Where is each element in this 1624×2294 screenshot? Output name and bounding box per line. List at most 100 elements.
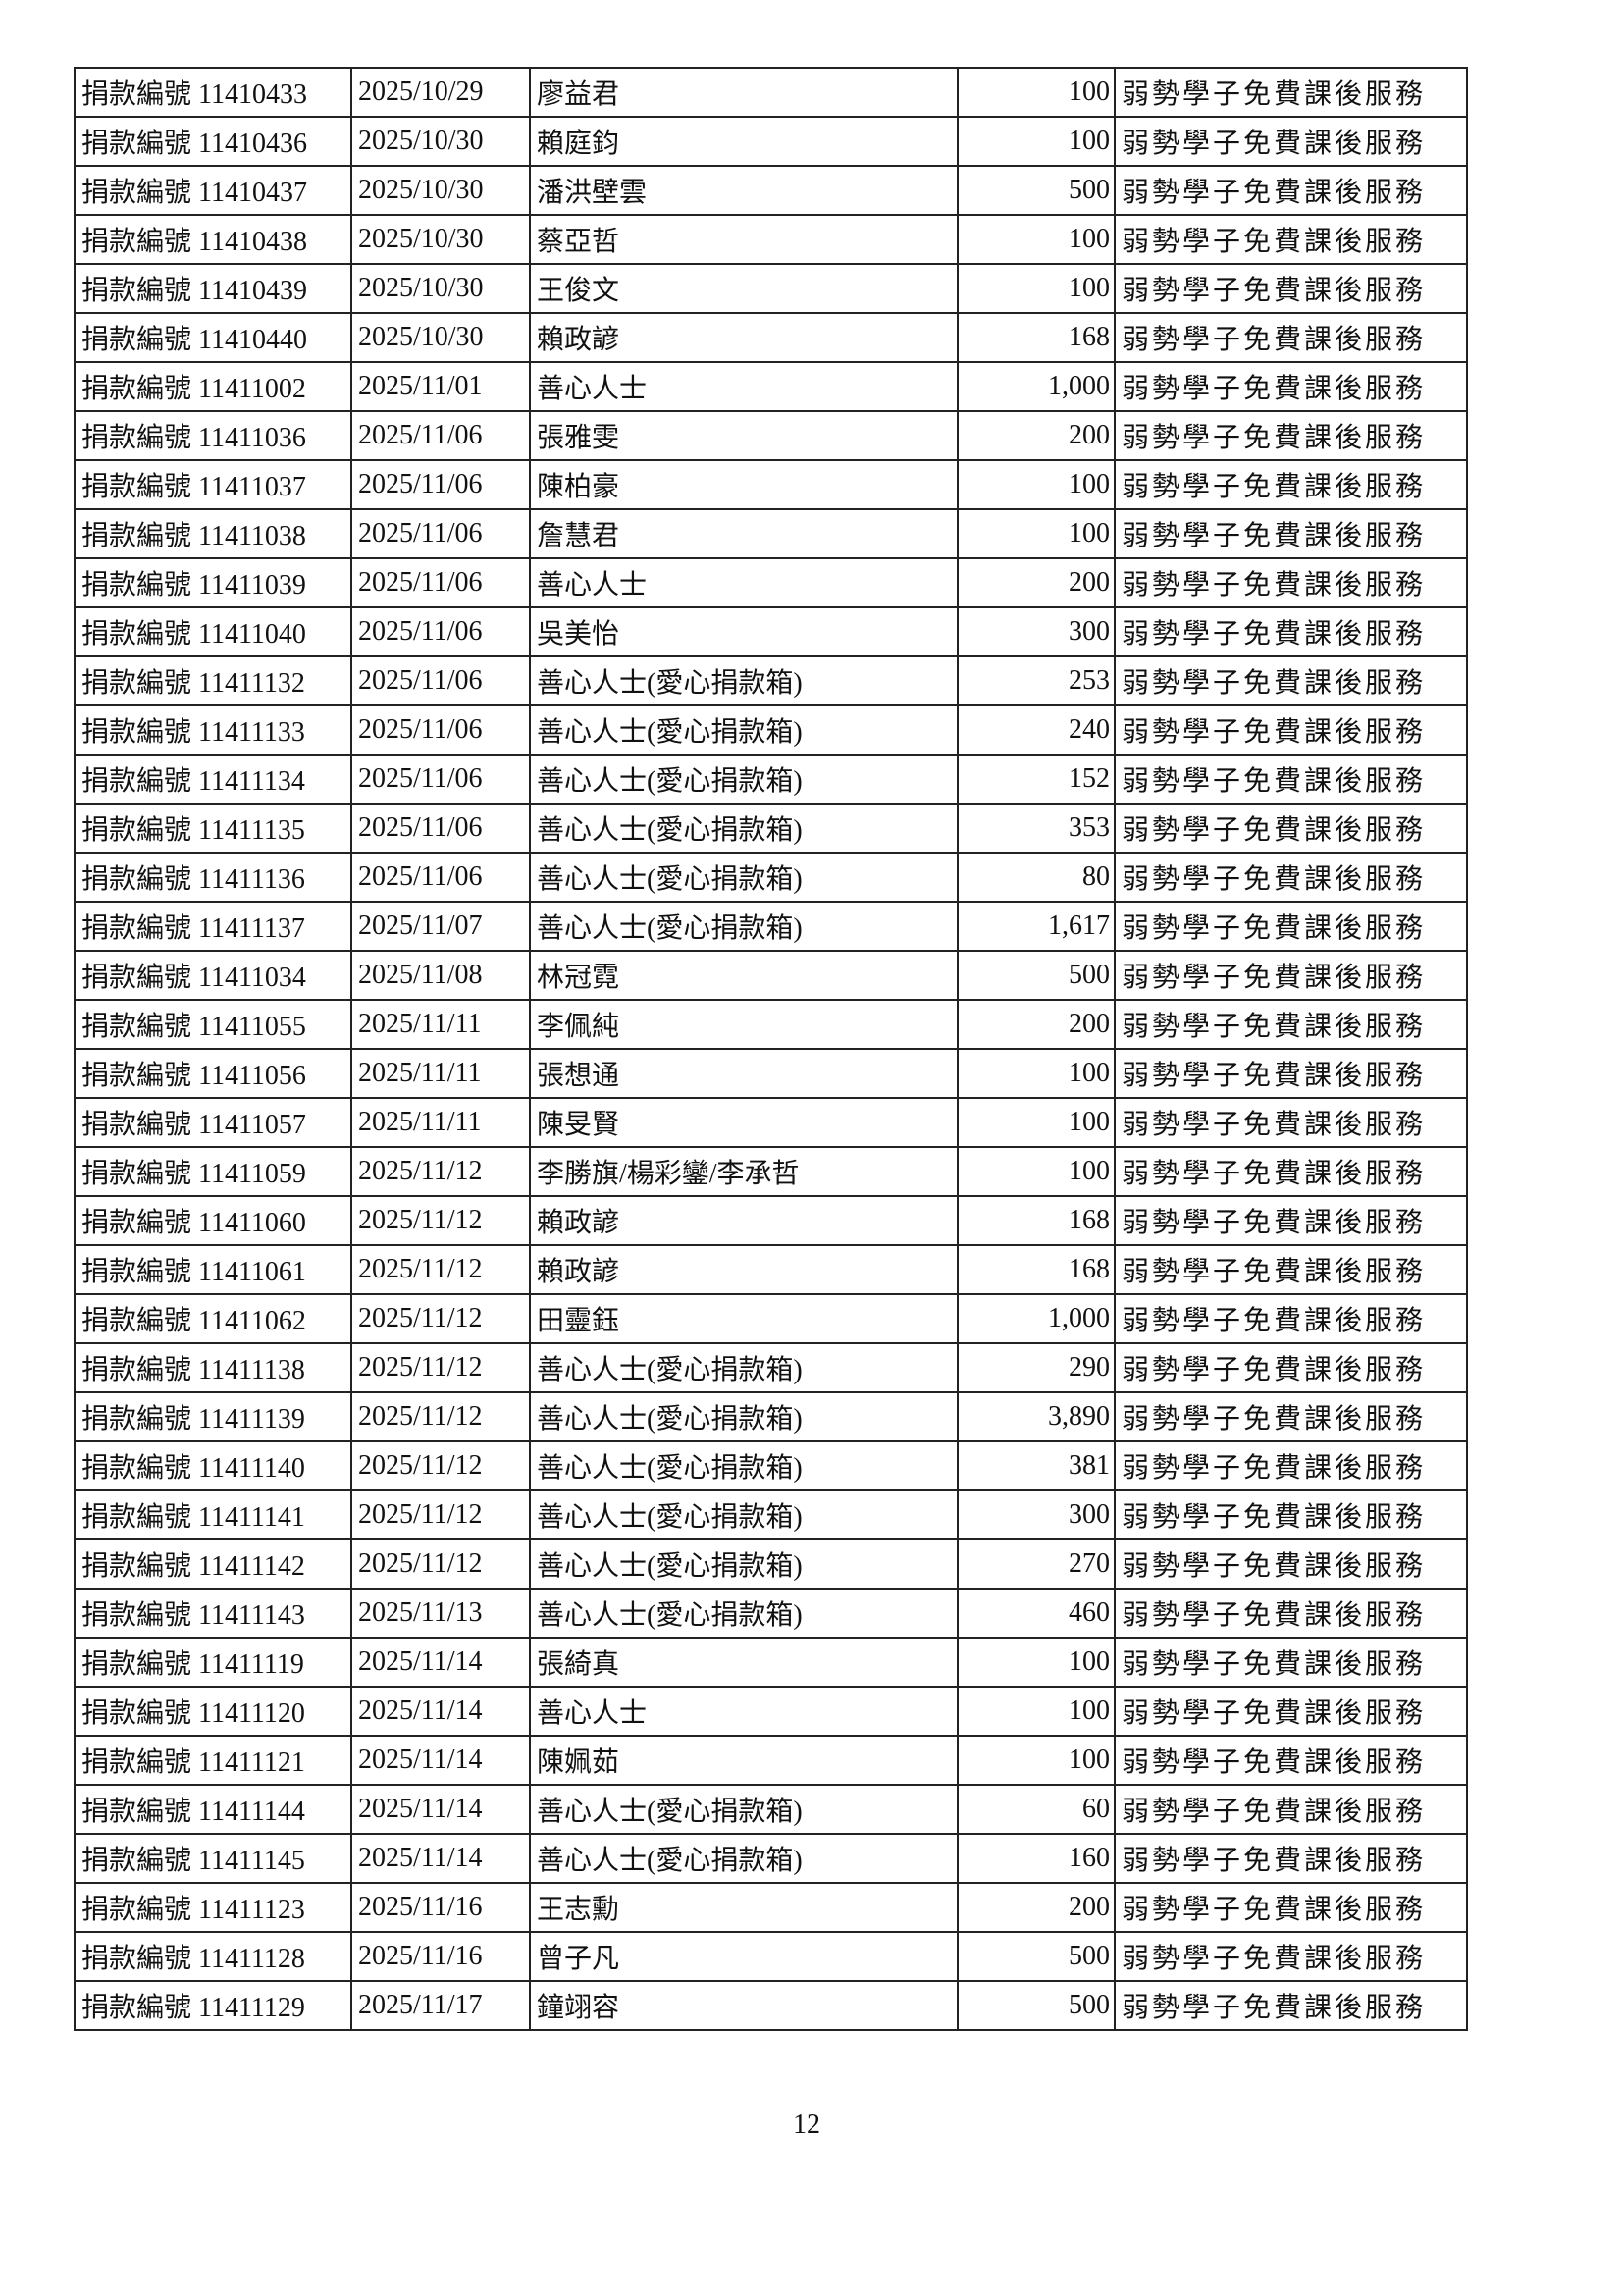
- donation-id-cell: 捐款編號 11411120: [74, 1686, 352, 1737]
- donation-id-cell: 捐款編號 11411057: [74, 1097, 352, 1148]
- table-row: 捐款編號 11411138 2025/11/12 善心人士(愛心捐款箱) 290 弱勢學…: [74, 1342, 1468, 1393]
- amount-cell: 100: [957, 1637, 1116, 1688]
- donor-name-cell: 田靈鈺: [529, 1293, 959, 1344]
- donation-id-cell: 捐款編號 11410433: [74, 67, 352, 118]
- donor-name-cell: 善心人士(愛心捐款箱): [529, 901, 959, 952]
- table-row: 捐款編號 11411002 2025/11/01 善心人士 1,000 弱勢學子免費課後…: [74, 361, 1468, 412]
- date-cell: 2025/11/14: [350, 1686, 531, 1737]
- donation-id-cell: 捐款編號 11411040: [74, 606, 352, 657]
- amount-cell: 200: [957, 410, 1116, 461]
- donation-id-cell: 捐款編號 11411038: [74, 508, 352, 559]
- amount-cell: 300: [957, 1489, 1116, 1540]
- donation-id-cell: 捐款編號 11411144: [74, 1784, 352, 1835]
- donor-name-cell: 善心人士(愛心捐款箱): [529, 754, 959, 805]
- donor-name-cell: 張綺真: [529, 1637, 959, 1688]
- amount-cell: 270: [957, 1538, 1116, 1590]
- purpose-cell: 弱勢學子免費課後服務: [1114, 1440, 1468, 1491]
- date-cell: 2025/11/06: [350, 459, 531, 510]
- donation-id-cell: 捐款編號 11410436: [74, 116, 352, 167]
- date-cell: 2025/11/11: [350, 1097, 531, 1148]
- amount-cell: 200: [957, 557, 1116, 608]
- date-cell: 2025/10/30: [350, 116, 531, 167]
- date-cell: 2025/11/12: [350, 1195, 531, 1246]
- table-row: 捐款編號 11411036 2025/11/06 張雅雯 200 弱勢學子免費課後服務: [74, 410, 1468, 461]
- table-row: 捐款編號 11411133 2025/11/06 善心人士(愛心捐款箱) 240 弱勢學…: [74, 704, 1468, 756]
- amount-cell: 160: [957, 1833, 1116, 1884]
- donation-id-cell: 捐款編號 11411143: [74, 1588, 352, 1639]
- date-cell: 2025/11/16: [350, 1931, 531, 1982]
- date-cell: 2025/10/30: [350, 165, 531, 216]
- amount-cell: 100: [957, 1146, 1116, 1197]
- purpose-cell: 弱勢學子免費課後服務: [1114, 1146, 1468, 1197]
- donor-name-cell: 善心人士: [529, 1686, 959, 1737]
- amount-cell: 1,000: [957, 1293, 1116, 1344]
- donor-name-cell: 吳美怡: [529, 606, 959, 657]
- date-cell: 2025/11/12: [350, 1391, 531, 1442]
- donation-id-cell: 捐款編號 11411140: [74, 1440, 352, 1491]
- table-row: 捐款編號 11411062 2025/11/12 田靈鈺 1,000 弱勢學子免費課後服…: [74, 1293, 1468, 1344]
- table-row: 捐款編號 11411140 2025/11/12 善心人士(愛心捐款箱) 381 弱勢學…: [74, 1440, 1468, 1491]
- date-cell: 2025/11/06: [350, 655, 531, 706]
- purpose-cell: 弱勢學子免費課後服務: [1114, 950, 1468, 1001]
- donation-id-cell: 捐款編號 11411039: [74, 557, 352, 608]
- purpose-cell: 弱勢學子免費課後服務: [1114, 165, 1468, 216]
- donation-id-cell: 捐款編號 11410439: [74, 263, 352, 314]
- purpose-cell: 弱勢學子免費課後服務: [1114, 116, 1468, 167]
- donation-id-cell: 捐款編號 11411134: [74, 754, 352, 805]
- purpose-cell: 弱勢學子免費課後服務: [1114, 655, 1468, 706]
- purpose-cell: 弱勢學子免費課後服務: [1114, 557, 1468, 608]
- date-cell: 2025/11/06: [350, 508, 531, 559]
- purpose-cell: 弱勢學子免費課後服務: [1114, 606, 1468, 657]
- table-row: 捐款編號 11411134 2025/11/06 善心人士(愛心捐款箱) 152 弱勢學…: [74, 754, 1468, 805]
- table-row: 捐款編號 11410433 2025/10/29 廖益君 100 弱勢學子免費課後服務: [74, 67, 1468, 118]
- table-row: 捐款編號 11411059 2025/11/12 李勝旗/楊彩鑾/李承哲 100 弱勢學…: [74, 1146, 1468, 1197]
- donor-name-cell: 善心人士: [529, 361, 959, 412]
- amount-cell: 100: [957, 116, 1116, 167]
- donor-name-cell: 善心人士(愛心捐款箱): [529, 1588, 959, 1639]
- donor-name-cell: 善心人士(愛心捐款箱): [529, 1489, 959, 1540]
- table-row: 捐款編號 11411141 2025/11/12 善心人士(愛心捐款箱) 300 弱勢學…: [74, 1489, 1468, 1540]
- table-row: 捐款編號 11411120 2025/11/14 善心人士 100 弱勢學子免費課後服務: [74, 1686, 1468, 1737]
- donor-name-cell: 曾子凡: [529, 1931, 959, 1982]
- amount-cell: 1,617: [957, 901, 1116, 952]
- donation-id-cell: 捐款編號 11411141: [74, 1489, 352, 1540]
- table-row: 捐款編號 11411056 2025/11/11 張想通 100 弱勢學子免費課後服務: [74, 1048, 1468, 1099]
- table-row: 捐款編號 11411136 2025/11/06 善心人士(愛心捐款箱) 80 弱勢學子…: [74, 852, 1468, 903]
- donor-name-cell: 善心人士(愛心捐款箱): [529, 852, 959, 903]
- donor-name-cell: 詹慧君: [529, 508, 959, 559]
- amount-cell: 100: [957, 214, 1116, 265]
- donor-name-cell: 林冠霓: [529, 950, 959, 1001]
- amount-cell: 100: [957, 263, 1116, 314]
- date-cell: 2025/11/06: [350, 754, 531, 805]
- purpose-cell: 弱勢學子免費課後服務: [1114, 361, 1468, 412]
- purpose-cell: 弱勢學子免費課後服務: [1114, 1637, 1468, 1688]
- table-row: 捐款編號 11410437 2025/10/30 潘洪壁雲 500 弱勢學子免費課後服務: [74, 165, 1468, 216]
- amount-cell: 300: [957, 606, 1116, 657]
- donor-name-cell: 賴政諺: [529, 1195, 959, 1246]
- donor-name-cell: 張雅雯: [529, 410, 959, 461]
- donation-id-cell: 捐款編號 11411133: [74, 704, 352, 756]
- date-cell: 2025/11/06: [350, 852, 531, 903]
- purpose-cell: 弱勢學子免費課後服務: [1114, 1931, 1468, 1982]
- date-cell: 2025/10/30: [350, 214, 531, 265]
- date-cell: 2025/11/06: [350, 704, 531, 756]
- donor-name-cell: 陳旻賢: [529, 1097, 959, 1148]
- donation-id-cell: 捐款編號 11411056: [74, 1048, 352, 1099]
- donation-id-cell: 捐款編號 11411145: [74, 1833, 352, 1884]
- table-row: 捐款編號 11410440 2025/10/30 賴政諺 168 弱勢學子免費課後服務: [74, 312, 1468, 363]
- donation-id-cell: 捐款編號 11411138: [74, 1342, 352, 1393]
- date-cell: 2025/11/12: [350, 1146, 531, 1197]
- purpose-cell: 弱勢學子免費課後服務: [1114, 999, 1468, 1050]
- donor-name-cell: 賴庭鈞: [529, 116, 959, 167]
- donor-name-cell: 善心人士(愛心捐款箱): [529, 803, 959, 854]
- table-row: 捐款編號 11411143 2025/11/13 善心人士(愛心捐款箱) 460 弱勢學…: [74, 1588, 1468, 1639]
- amount-cell: 353: [957, 803, 1116, 854]
- purpose-cell: 弱勢學子免費課後服務: [1114, 1588, 1468, 1639]
- page-number: 12: [793, 2110, 820, 2140]
- date-cell: 2025/11/06: [350, 803, 531, 854]
- table-row: 捐款編號 11411123 2025/11/16 王志勳 200 弱勢學子免費課後服務: [74, 1882, 1468, 1933]
- purpose-cell: 弱勢學子免費課後服務: [1114, 214, 1468, 265]
- donor-name-cell: 善心人士(愛心捐款箱): [529, 655, 959, 706]
- donation-id-cell: 捐款編號 11411034: [74, 950, 352, 1001]
- purpose-cell: 弱勢學子免費課後服務: [1114, 754, 1468, 805]
